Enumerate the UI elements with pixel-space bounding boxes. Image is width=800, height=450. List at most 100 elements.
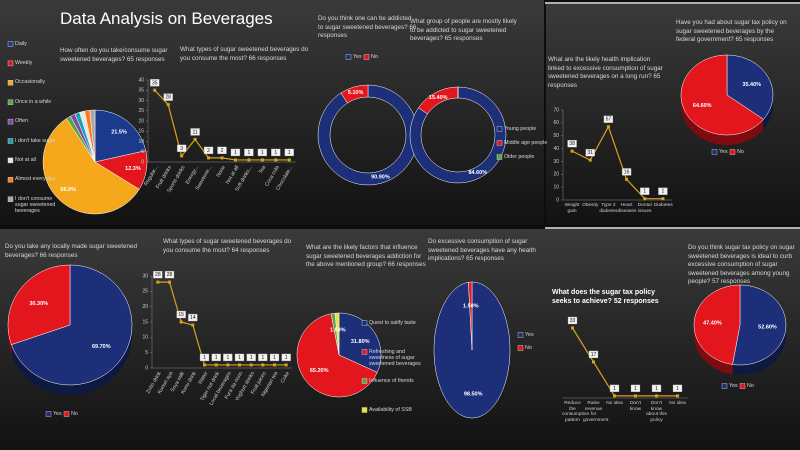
panel [0, 229, 800, 450]
slice [42, 118, 140, 215]
marker [260, 158, 264, 162]
legend-label: Older people [504, 153, 535, 160]
value-label: 12.3% [125, 166, 141, 172]
label-box [203, 146, 214, 155]
marker [261, 363, 265, 367]
legend-swatch [496, 126, 503, 132]
y-tick-label: 5 [145, 350, 148, 356]
y-tick-label: 15 [142, 319, 148, 325]
chart-title: Do you take any locally made sugar sweet… [5, 243, 137, 259]
data-label: 1 [248, 150, 251, 156]
x-tick-label: Reduce the consumption pattern [562, 401, 590, 423]
legend-swatch [711, 149, 718, 155]
label-box [567, 139, 577, 148]
legend-label: No [747, 382, 754, 389]
data-label: 2 [221, 148, 224, 154]
slice [11, 264, 133, 386]
value-label: 21.5% [111, 129, 127, 135]
marker [193, 137, 197, 141]
label-box [188, 313, 198, 322]
label-box [651, 384, 662, 393]
marker [613, 394, 616, 398]
data-label: 16 [624, 169, 630, 175]
legend-label: Often [15, 118, 28, 125]
legend-swatch [7, 138, 14, 144]
label-box [271, 148, 281, 157]
label-box [176, 144, 187, 153]
label-box [244, 148, 254, 157]
marker [571, 326, 574, 330]
y-tick-label: 15 [138, 129, 144, 135]
label-box [284, 148, 294, 157]
data-label: 1 [203, 355, 206, 361]
data-label: 35 [152, 80, 158, 86]
data-label: 1 [285, 355, 288, 361]
label-box [230, 148, 241, 157]
slice [296, 313, 378, 398]
chart-title: What does the sugar tax policy seeks to … [552, 289, 659, 306]
legend-swatch [729, 149, 736, 155]
marker [214, 363, 218, 367]
value-label: 65.20% [310, 368, 329, 374]
slice [693, 284, 741, 365]
data-label: 15 [178, 312, 184, 318]
y-tick-label: 30 [142, 273, 148, 279]
label-box [258, 353, 268, 362]
value-label: 9.10% [348, 90, 364, 96]
data-label: 1 [226, 355, 229, 361]
x-tick-label: No idea [669, 401, 686, 406]
label-box [217, 146, 227, 155]
label-box [281, 353, 291, 362]
data-label: 11 [192, 129, 197, 135]
y-tick-label: 0 [556, 197, 559, 203]
data-label: 1 [238, 355, 241, 361]
marker [249, 363, 253, 367]
legend-swatch [361, 349, 368, 355]
marker [676, 394, 679, 398]
page-title: Data Analysis on Beverages [60, 9, 273, 28]
slice [409, 86, 507, 184]
legend-label: Yes [719, 148, 728, 155]
legend-swatch [63, 411, 70, 417]
legend-label: Daily [15, 40, 27, 47]
data-label: 28 [165, 95, 171, 101]
x-tick-label: Weight gain [564, 203, 580, 214]
legend-label: Once in a while [15, 98, 52, 105]
legend-label: Yes [53, 410, 62, 417]
data-label: 14 [190, 315, 196, 321]
marker [180, 154, 184, 158]
y-tick-label: 60 [553, 120, 559, 126]
label-box [567, 316, 578, 325]
legend-swatch [517, 332, 524, 338]
legend-label: I don't take sugar [15, 137, 56, 144]
value-label: 47.40% [703, 320, 722, 326]
value-label: 64.60% [693, 103, 712, 109]
legend-swatch [739, 383, 746, 389]
legend-label: Weekly [15, 60, 33, 66]
x-tick-label: Don't know [629, 401, 642, 412]
slice [732, 284, 787, 366]
marker [273, 363, 276, 367]
chart-title: What group of people are mostly likely t… [410, 18, 517, 42]
marker [274, 158, 278, 162]
legend-label: Occasionally [15, 79, 46, 86]
data-label: 1 [288, 150, 291, 156]
data-label: 1 [261, 355, 264, 361]
legend-label: Yes [353, 53, 362, 60]
marker [153, 88, 157, 92]
marker [226, 363, 230, 367]
y-tick-label: 10 [142, 335, 148, 341]
data-label: 1 [676, 386, 679, 392]
legend-swatch [361, 407, 368, 413]
value-label: 31.80% [351, 339, 370, 345]
y-tick-label: 20 [142, 304, 148, 310]
legend-swatch [361, 320, 368, 326]
legend-swatch [7, 118, 14, 125]
marker [168, 280, 171, 284]
legend-label: Influence of friends [369, 377, 414, 384]
data-label: 33 [570, 318, 576, 324]
slice [7, 264, 71, 345]
label-box [153, 270, 163, 279]
data-label: 31 [587, 150, 593, 156]
